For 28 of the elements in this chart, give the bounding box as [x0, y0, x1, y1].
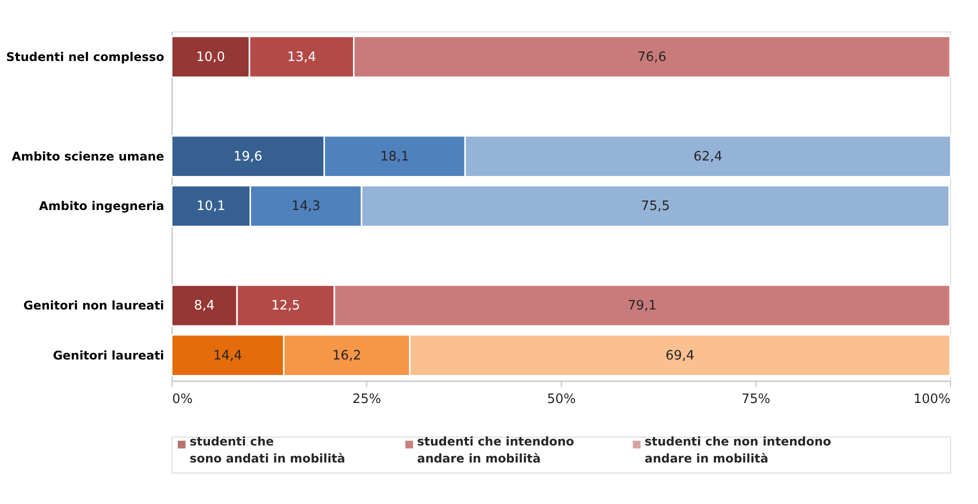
x-tick-label: 75%: [742, 392, 770, 408]
data-label: 13,4: [287, 50, 316, 65]
data-label: 19,6: [233, 149, 262, 164]
data-label: 69,4: [666, 348, 694, 364]
data-label: 16,2: [332, 348, 362, 364]
data-label: 10,0: [196, 50, 226, 65]
x-tick-label: 0%: [172, 392, 193, 408]
x-tick-label: 100%: [913, 392, 951, 408]
legend-label: studenti che non intendono andare in mobilità: [644, 434, 832, 466]
data-label: 14,3: [291, 199, 320, 214]
y-tick-label: Ambito ingegneria: [39, 199, 164, 214]
x-tick-label: 50%: [546, 392, 576, 408]
data-label: 14,4: [213, 348, 242, 364]
data-label: 79,1: [628, 298, 657, 314]
data-label: 8,4: [194, 298, 215, 314]
legend-label: studenti che sono andati in mobilità: [190, 434, 346, 466]
y-tick-label: Genitori non laureati: [23, 298, 164, 313]
legend-label: studenti che intendono andare in mobilità: [417, 434, 574, 466]
y-tick-label: Genitori laureati: [52, 348, 164, 362]
x-tick-label: 25%: [352, 392, 382, 408]
data-label: 76,6: [637, 50, 666, 65]
data-label: 75,5: [640, 199, 670, 214]
data-label: 10,1: [196, 199, 226, 214]
data-label: 62,4: [694, 149, 722, 164]
data-label: 12,5: [271, 298, 300, 314]
y-tick-label: Ambito scienze umane: [12, 149, 164, 164]
y-tick-label: Studenti nel complesso: [6, 50, 164, 64]
data-label: 18,1: [380, 149, 410, 164]
